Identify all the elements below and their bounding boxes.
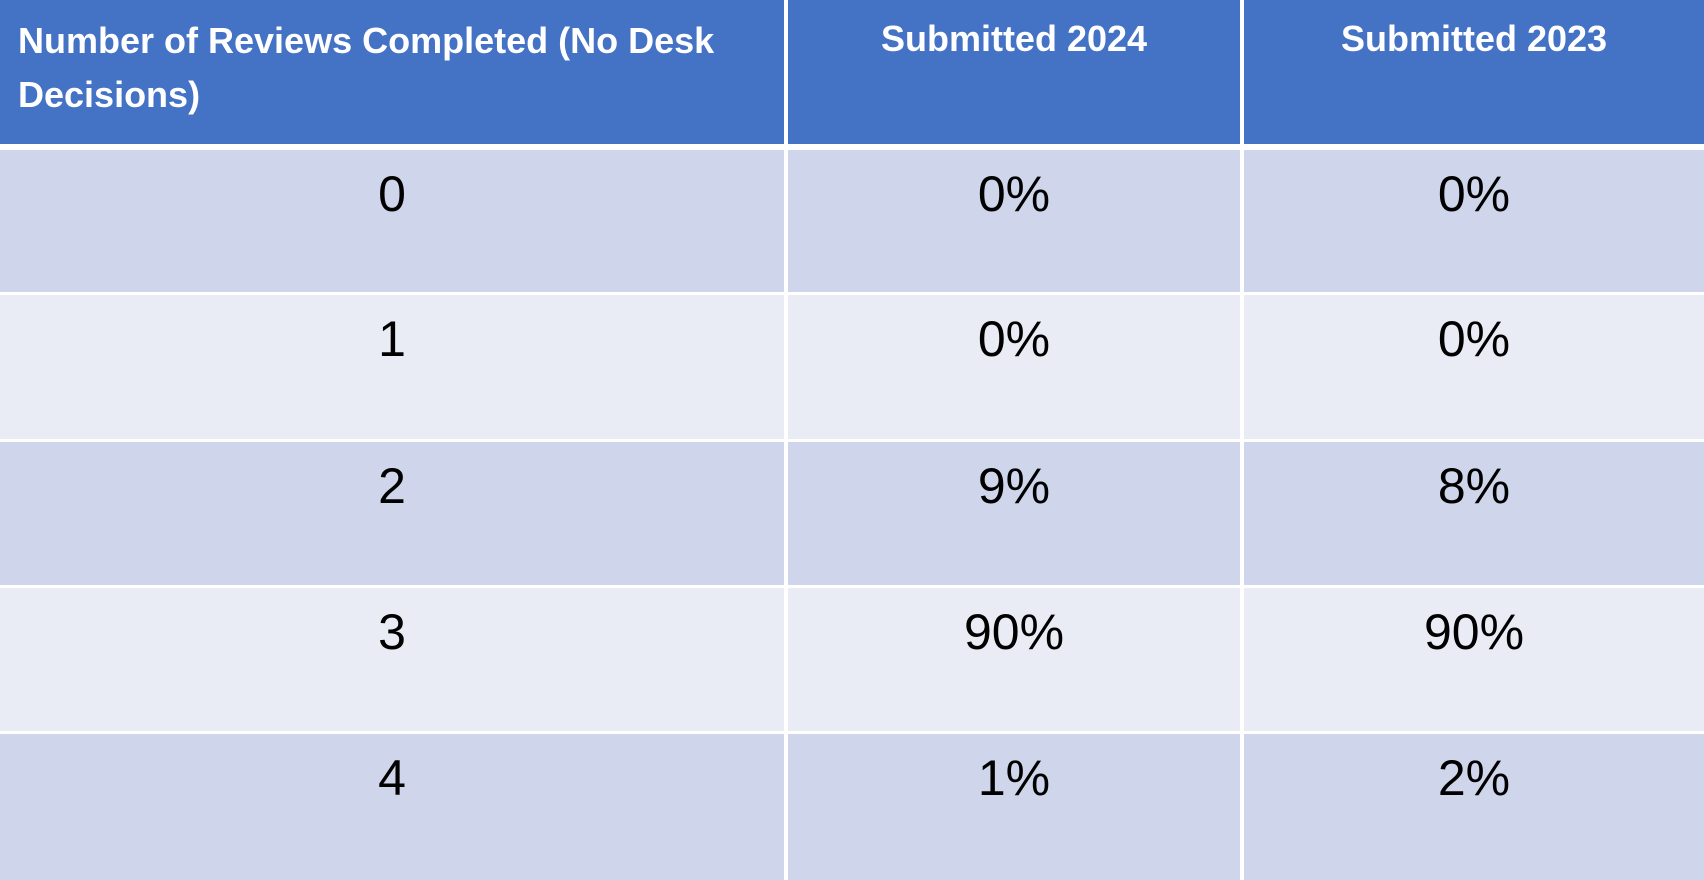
reviews-count-cell: 3 (0, 588, 784, 731)
table-row: 4 1% 2% (0, 734, 1704, 880)
column-header-submitted-2024: Submitted 2024 (788, 0, 1240, 144)
submitted-2023-cell: 0% (1244, 150, 1704, 292)
submitted-2023-cell: 8% (1244, 442, 1704, 585)
submitted-2024-cell: 0% (788, 150, 1240, 292)
submitted-2023-cell: 90% (1244, 588, 1704, 731)
table-row: 1 0% 0% (0, 295, 1704, 439)
column-header-reviews-completed: Number of Reviews Completed (No Desk Dec… (0, 0, 784, 144)
submitted-2024-cell: 0% (788, 295, 1240, 439)
table-header-row: Number of Reviews Completed (No Desk Dec… (0, 0, 1704, 144)
submitted-2024-cell: 9% (788, 442, 1240, 585)
column-header-submitted-2023: Submitted 2023 (1244, 0, 1704, 144)
submitted-2023-cell: 0% (1244, 295, 1704, 439)
reviews-count-cell: 1 (0, 295, 784, 439)
reviews-count-cell: 4 (0, 734, 784, 880)
submitted-2023-cell: 2% (1244, 734, 1704, 880)
submitted-2024-cell: 1% (788, 734, 1240, 880)
submitted-2024-cell: 90% (788, 588, 1240, 731)
table-row: 0 0% 0% (0, 150, 1704, 292)
table-row: 3 90% 90% (0, 588, 1704, 731)
reviews-count-cell: 2 (0, 442, 784, 585)
table-row: 2 9% 8% (0, 442, 1704, 585)
reviews-count-cell: 0 (0, 150, 784, 292)
